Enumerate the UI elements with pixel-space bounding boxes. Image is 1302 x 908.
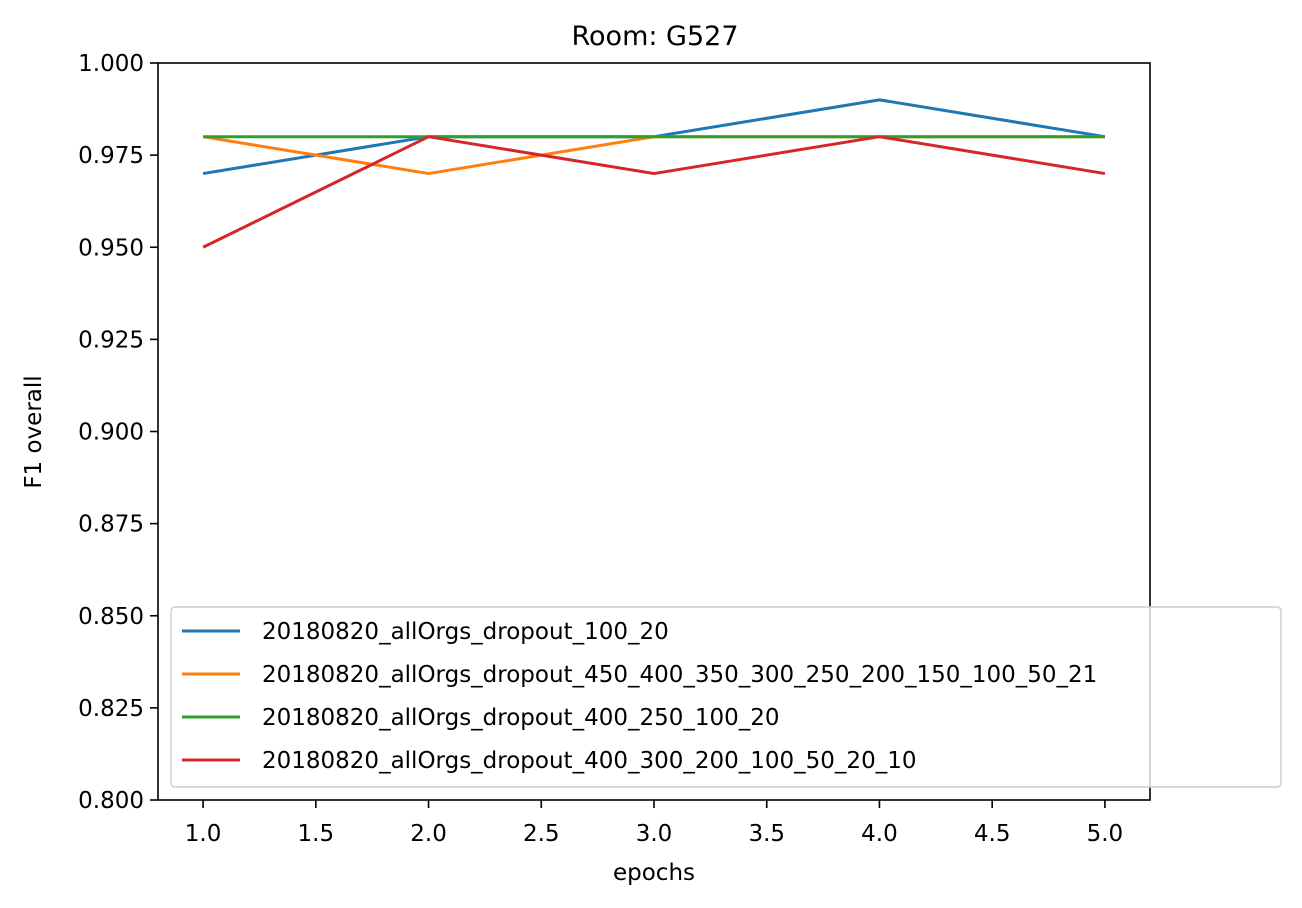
x-tick-label: 1.0	[185, 821, 222, 847]
y-tick-label: 0.900	[78, 420, 144, 446]
y-tick-label: 0.825	[78, 696, 144, 722]
x-tick-label: 3.5	[748, 821, 785, 847]
y-tick-label: 0.850	[78, 604, 144, 630]
y-tick-label: 0.950	[78, 235, 144, 261]
y-tick-label: 0.975	[78, 143, 144, 169]
y-tick-label: 0.925	[78, 327, 144, 353]
legend-label-1: 20180820_allOrgs_dropout_100_20	[262, 619, 669, 645]
chart-title: Room: G527	[571, 21, 738, 52]
series-line-2	[202, 135, 1105, 176]
y-tick-label: 1.000	[78, 51, 144, 77]
legend-label-3: 20180820_allOrgs_dropout_400_250_100_20	[262, 705, 780, 731]
series-line-4	[202, 135, 1106, 249]
x-tick-label: 3.0	[636, 821, 673, 847]
x-tick-label: 1.5	[298, 821, 335, 847]
x-axis-label: epochs	[613, 860, 695, 886]
y-tick-label: 0.875	[78, 512, 144, 538]
y-axis-ticks: 0.800 0.825 0.850 0.875 0.900 0.925 0.950 0.975…	[78, 51, 158, 814]
legend: 20180820_allOrgs_dropout_100_20 20180820_…	[170, 606, 1282, 788]
x-tick-label: 5.0	[1087, 821, 1124, 847]
x-tick-label: 4.5	[974, 821, 1011, 847]
legend-box	[170, 606, 1282, 788]
legend-label-4: 20180820_allOrgs_dropout_400_300_200_100…	[262, 748, 916, 774]
x-tick-label: 2.5	[523, 821, 560, 847]
x-tick-label: 2.0	[410, 821, 447, 847]
x-axis-ticks: 1.0 1.5 2.0 2.5 3.0 3.5 4.0 4.5 5.0	[185, 800, 1123, 847]
series-layer	[202, 98, 1106, 249]
y-axis-label: F1 overall	[21, 375, 47, 488]
legend-label-2: 20180820_allOrgs_dropout_450_400_350_300…	[262, 662, 1097, 688]
y-tick-label: 0.800	[78, 788, 144, 814]
x-tick-label: 4.0	[861, 821, 898, 847]
